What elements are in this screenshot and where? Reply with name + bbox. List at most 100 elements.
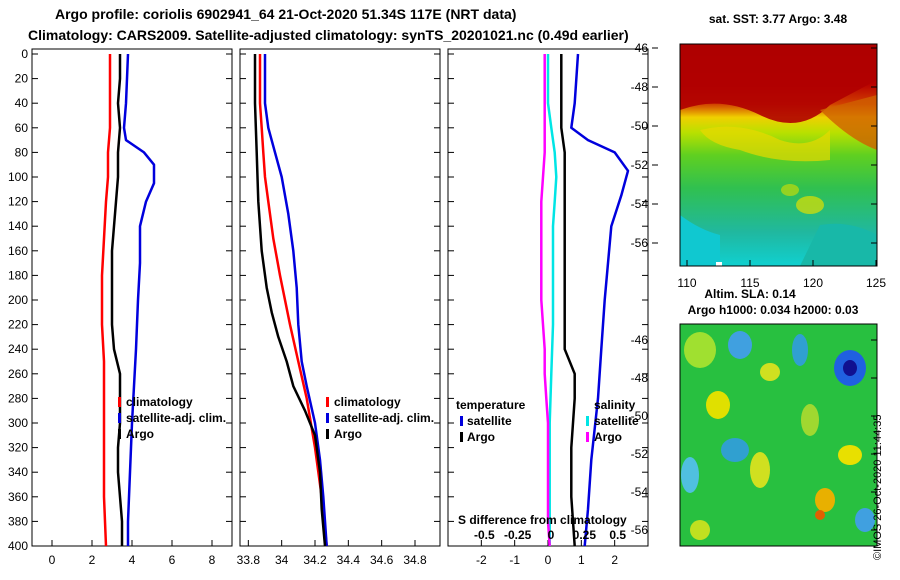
legend-swatch xyxy=(326,429,329,439)
depth-tick-label: 240 xyxy=(8,342,28,356)
legend-swatch xyxy=(586,416,589,426)
series-line-temperature-1 xyxy=(122,53,156,546)
map-x-tick-label: 110 xyxy=(677,276,696,290)
x-tick-label: -1 xyxy=(509,553,520,567)
map-y-tick-label: -56 xyxy=(631,236,649,250)
legend-swatch xyxy=(460,432,463,442)
sst-title: sat. SST: 3.77 Argo: 3.48 xyxy=(709,12,848,26)
depth-tick-label: 0 xyxy=(21,47,28,61)
sst-map xyxy=(680,44,877,266)
salinity-panel xyxy=(239,48,441,547)
x-tick-label: 34 xyxy=(275,553,289,567)
legend-label: satellite-adj. clim. xyxy=(334,411,434,425)
depth-tick-label: 220 xyxy=(8,318,28,332)
x-tick-label: 1 xyxy=(578,553,585,567)
legend-swatch xyxy=(118,413,121,423)
map-y-tick-label: -46 xyxy=(631,41,649,55)
map-y-tick-label: -54 xyxy=(631,485,649,499)
depth-tick-label: 380 xyxy=(8,514,28,528)
series-line-temperature-0 xyxy=(100,54,112,547)
depth-tick-label: 100 xyxy=(8,170,28,184)
depth-tick-label: 20 xyxy=(15,72,29,86)
s-tick-label: 0.25 xyxy=(573,528,597,542)
map-x-tick-label: 125 xyxy=(866,276,886,290)
timestamp: ©IMOS 26-Oct-2020 11:44:35 xyxy=(872,414,884,560)
map-y-tick-label: -48 xyxy=(631,80,649,94)
legend-swatch xyxy=(586,432,589,442)
s-tick-label: 0 xyxy=(548,528,555,542)
depth-tick-label: 40 xyxy=(15,96,29,110)
series-line-salinity-0 xyxy=(258,54,328,547)
depth-tick-label: 320 xyxy=(8,441,28,455)
title-line-1: Argo profile: coriolis 6902941_64 21-Oct… xyxy=(55,6,517,22)
x-tick-label: 0 xyxy=(49,553,56,567)
sla-title-2: Argo h1000: 0.034 h2000: 0.03 xyxy=(688,303,859,317)
x-tick-label: 0 xyxy=(545,553,552,567)
depth-tick-label: 340 xyxy=(8,465,28,479)
depth-tick-label: 400 xyxy=(8,539,28,553)
legend-heading-salinity: salinity xyxy=(594,398,636,412)
x-tick-label: 2 xyxy=(611,553,618,567)
depth-tick-label: 300 xyxy=(8,416,28,430)
x-tick-label: 34.2 xyxy=(303,553,327,567)
map-y-tick-label: -54 xyxy=(631,197,649,211)
depth-tick-label: 160 xyxy=(8,244,28,258)
x-tick-label: 4 xyxy=(129,553,136,567)
series-line-difference-1 xyxy=(560,54,576,547)
legend-swatch xyxy=(118,429,121,439)
legend-swatch xyxy=(118,397,121,407)
x-tick-label: -2 xyxy=(476,553,487,567)
map-y-tick-label: -56 xyxy=(631,523,649,537)
legend-label: satellite xyxy=(467,414,512,428)
map-y-tick-label: -52 xyxy=(631,158,649,172)
legend-label: Argo xyxy=(594,430,622,444)
x-tick-label: 34.6 xyxy=(370,553,394,567)
title-line-2: Climatology: CARS2009. Satellite-adjuste… xyxy=(28,27,629,43)
depth-tick-label: 180 xyxy=(8,268,28,282)
depth-tick-label: 360 xyxy=(8,490,28,504)
legend-swatch xyxy=(326,413,329,423)
s-tick-label: -0.5 xyxy=(474,528,495,542)
x-tick-label: 34.8 xyxy=(403,553,427,567)
map-y-tick-label: -46 xyxy=(631,333,649,347)
depth-tick-label: 260 xyxy=(8,367,28,381)
depth-tick-label: 280 xyxy=(8,391,28,405)
difference-xlabel: S difference from climatology xyxy=(458,513,627,527)
legend-label: satellite-adj. clim. xyxy=(126,411,226,425)
map-y-tick-label: -52 xyxy=(631,447,649,461)
series-line-difference-3 xyxy=(540,54,551,547)
map-x-tick-label: 115 xyxy=(740,276,759,290)
x-tick-label: 6 xyxy=(169,553,176,567)
map-y-tick-label: -50 xyxy=(631,119,649,133)
depth-tick-label: 120 xyxy=(8,195,28,209)
s-tick-label: 0.5 xyxy=(609,528,626,542)
sla-title-1: Altim. SLA: 0.14 xyxy=(704,287,796,301)
map-y-tick-label: -48 xyxy=(631,371,649,385)
legend-label: climatology xyxy=(126,395,193,409)
depth-tick-label: 60 xyxy=(15,121,29,135)
s-tick-label: -0.25 xyxy=(504,528,532,542)
temperature-panel xyxy=(31,48,233,547)
x-tick-label: 8 xyxy=(209,553,216,567)
legend-label: satellite xyxy=(594,414,639,428)
legend-heading-temperature: temperature xyxy=(456,398,526,412)
map-x-tick-label: 120 xyxy=(803,276,823,290)
series-line-salinity-2 xyxy=(253,54,327,547)
depth-tick-label: 80 xyxy=(15,145,29,159)
legend-swatch xyxy=(326,397,329,407)
series-line-salinity-1 xyxy=(263,54,328,547)
legend-label: Argo xyxy=(126,427,154,441)
series-line-temperature-2 xyxy=(110,54,124,546)
x-tick-label: 2 xyxy=(89,553,96,567)
depth-tick-label: 200 xyxy=(8,293,28,307)
series-line-difference-2 xyxy=(546,54,558,546)
legend-label: Argo xyxy=(467,430,495,444)
map-y-tick-label: -50 xyxy=(631,409,649,423)
x-tick-label: 33.8 xyxy=(237,553,261,567)
legend-swatch xyxy=(460,416,463,426)
legend-label: Argo xyxy=(334,427,362,441)
series-line-difference-0 xyxy=(570,53,630,547)
depth-tick-label: 140 xyxy=(8,219,28,233)
x-tick-label: 34.4 xyxy=(337,553,361,567)
